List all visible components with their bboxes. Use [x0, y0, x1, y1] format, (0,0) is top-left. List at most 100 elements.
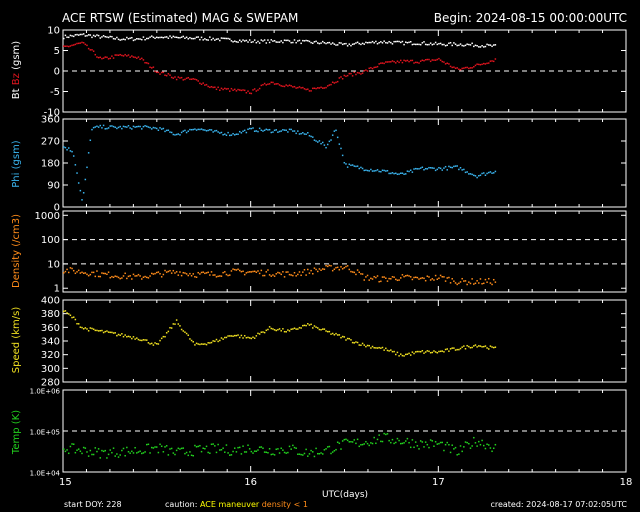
data-point — [373, 436, 375, 439]
start-doy: start DOY: 228 — [64, 500, 122, 509]
data-point — [122, 335, 125, 338]
data-point — [414, 61, 417, 64]
data-point — [403, 43, 405, 46]
data-point — [116, 275, 118, 278]
data-point — [240, 334, 243, 337]
data-point — [106, 273, 108, 276]
data-point — [380, 41, 382, 43]
data-point — [116, 54, 118, 56]
data-point — [200, 36, 203, 39]
data-point — [300, 327, 302, 329]
y-tick-label: 340 — [41, 337, 60, 348]
data-point — [194, 275, 196, 278]
data-point — [263, 274, 266, 277]
data-point — [403, 355, 405, 357]
data-point — [155, 127, 158, 130]
data-point — [443, 276, 445, 278]
data-point — [302, 132, 304, 134]
data-point — [180, 447, 183, 450]
data-point — [71, 150, 73, 153]
data-point — [89, 449, 92, 452]
data-point — [320, 142, 322, 145]
data-point — [321, 268, 324, 270]
data-point — [159, 273, 161, 275]
data-point — [404, 353, 407, 356]
data-point — [147, 342, 150, 344]
data-point — [192, 454, 194, 457]
data-point — [473, 436, 475, 439]
data-point — [232, 89, 234, 91]
data-point — [458, 44, 460, 47]
data-point — [441, 43, 444, 46]
x-axis-title: UTC(days) — [322, 490, 368, 500]
data-point — [419, 350, 422, 353]
data-point — [310, 449, 312, 452]
data-point — [205, 272, 208, 274]
data-point — [248, 271, 251, 273]
data-point — [292, 41, 294, 44]
data-point — [202, 271, 204, 273]
data-point — [207, 451, 209, 454]
data-point — [258, 333, 261, 335]
data-point — [361, 42, 364, 45]
data-point — [79, 33, 82, 36]
data-point — [165, 36, 168, 38]
data-point — [318, 453, 321, 455]
data-point — [255, 90, 258, 92]
data-point — [272, 453, 274, 455]
data-point — [139, 38, 141, 40]
data-point — [487, 444, 490, 446]
data-point — [124, 38, 126, 41]
y-tick-label: 1.0E+04 — [30, 470, 61, 478]
data-point — [147, 62, 150, 65]
data-point — [77, 448, 80, 450]
data-point — [484, 63, 487, 65]
data-point — [424, 59, 427, 61]
data-point — [179, 134, 181, 136]
created-time: created: 2024-08-17 07:02:05UTC — [490, 500, 627, 509]
data-point — [484, 278, 487, 281]
data-point — [326, 446, 329, 448]
data-point — [243, 40, 246, 42]
data-point — [453, 280, 455, 282]
data-point — [456, 67, 458, 69]
y-tick-label: 360 — [41, 323, 60, 334]
data-point — [458, 68, 460, 71]
data-point — [124, 126, 126, 128]
data-point — [96, 125, 98, 128]
data-point — [164, 74, 166, 77]
data-point — [303, 324, 306, 327]
data-point — [215, 338, 218, 341]
data-point — [323, 42, 326, 44]
data-point — [222, 134, 224, 136]
data-point — [189, 272, 191, 275]
data-point — [66, 36, 68, 38]
data-point — [182, 130, 185, 132]
data-point — [421, 59, 424, 62]
data-point — [459, 68, 462, 71]
data-point — [195, 36, 198, 38]
data-point — [441, 169, 444, 171]
data-point — [126, 36, 128, 39]
data-point — [426, 168, 429, 170]
data-point — [273, 129, 276, 132]
data-point — [335, 44, 337, 46]
data-point — [121, 277, 123, 279]
data-point — [187, 454, 190, 457]
data-point — [74, 34, 77, 36]
data-point — [469, 67, 472, 69]
data-point — [365, 69, 367, 71]
data-point — [253, 270, 256, 273]
data-point — [418, 43, 420, 46]
data-point — [250, 450, 253, 453]
data-point — [448, 350, 450, 352]
data-point — [99, 329, 102, 332]
data-point — [478, 345, 480, 347]
data-point — [380, 170, 382, 173]
data-point — [79, 326, 82, 328]
data-point — [205, 445, 208, 448]
data-point — [217, 340, 219, 343]
data-point — [119, 125, 121, 128]
data-point — [308, 90, 311, 92]
data-point — [469, 346, 472, 349]
